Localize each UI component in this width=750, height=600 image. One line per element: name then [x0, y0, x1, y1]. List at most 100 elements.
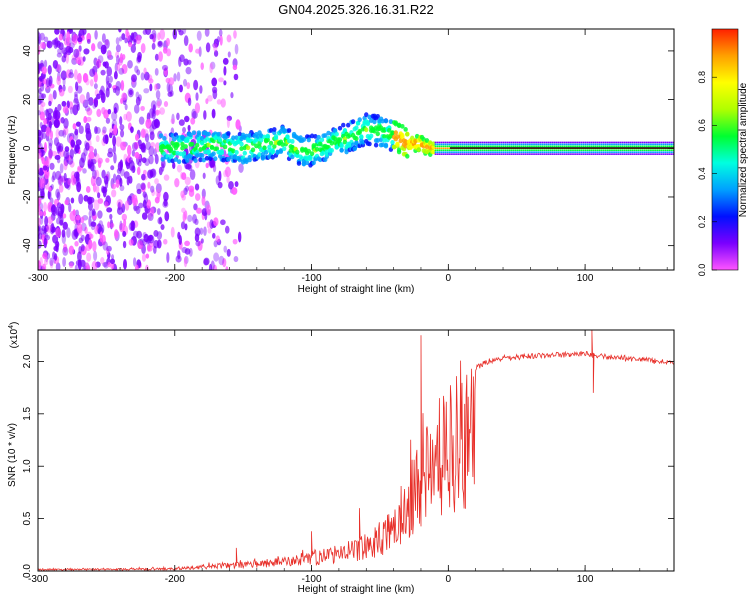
spectrogram-cell	[463, 143, 466, 146]
spectrogram-cell	[631, 141, 634, 144]
spectrogram-cell	[180, 190, 185, 198]
spectrogram-cell	[494, 141, 496, 144]
spectrogram-cell	[218, 29, 223, 37]
spectrogram-cell	[561, 141, 564, 144]
spectrogram-cell	[48, 120, 52, 129]
spectrogram-cell	[547, 149, 550, 152]
spectrogram-cell	[201, 208, 208, 216]
spectrogram-cell	[504, 141, 507, 144]
spectrogram-cell	[438, 143, 441, 146]
spectrogram-cell	[602, 143, 605, 146]
spectrogram-cell	[120, 80, 125, 92]
spectrogram-cell	[135, 96, 141, 106]
spectrogram-cell	[169, 90, 174, 97]
spectrogram-cell	[201, 195, 206, 206]
spectrogram-cell	[524, 153, 527, 155]
spectrogram-cell	[55, 262, 61, 270]
spectrogram-y-tick-label: -20	[22, 189, 33, 204]
spectrogram-cell	[367, 114, 372, 120]
spectrogram-cell	[75, 81, 79, 92]
spectrogram-cell	[512, 143, 515, 146]
spectrogram-cell	[541, 141, 544, 144]
spectrogram-cell	[52, 110, 58, 120]
spectrogram-cell	[467, 151, 470, 153]
spectrogram-cell	[160, 224, 165, 230]
spectrogram-cell	[198, 157, 203, 163]
spectrogram-cell	[654, 141, 656, 144]
spectrogram-cell	[231, 187, 238, 195]
spectrogram-cell	[200, 62, 204, 71]
spectrogram-cell	[582, 153, 585, 155]
spectrogram-cell	[465, 143, 468, 146]
spectrogram-cell	[596, 153, 599, 155]
spectrogram-cell	[185, 66, 192, 75]
spectrogram-cell	[175, 143, 180, 148]
spectrogram-cell	[40, 42, 47, 49]
spectrogram-cell	[54, 154, 61, 160]
spectrogram-cell	[549, 149, 552, 152]
spectrogram-cell	[650, 143, 652, 146]
spectrogram-cell	[239, 146, 244, 152]
spectrogram-cell	[436, 153, 439, 155]
spectrogram-cell	[83, 48, 90, 55]
spectrogram-cell	[80, 152, 86, 163]
spectrogram-cell	[286, 128, 292, 133]
spectrogram-cell	[86, 116, 92, 122]
spectrogram-cell	[172, 162, 176, 170]
spectrogram-cell	[637, 151, 640, 153]
spectrogram-cell	[650, 151, 652, 153]
spectrogram-cell	[78, 125, 84, 134]
spectrogram-cell	[557, 153, 560, 155]
spectrogram-cell	[449, 141, 451, 144]
spectrogram-cell	[611, 151, 613, 153]
spectrogram-cell	[183, 256, 188, 268]
spectrogram-cell	[113, 71, 118, 80]
spectrogram-x-tick-label: -200	[165, 273, 185, 284]
spectrogram-cell	[141, 253, 147, 262]
spectrogram-cell	[487, 153, 490, 155]
spectrogram-cell	[281, 146, 287, 152]
spectrogram-cell	[160, 159, 166, 169]
spectrogram-cell	[132, 257, 137, 267]
spectrogram-cell	[565, 141, 568, 144]
spectrogram-cell	[400, 123, 405, 129]
spectrogram-cell	[609, 141, 611, 144]
spectrogram-cell	[131, 194, 138, 204]
spectrogram-cell	[518, 153, 521, 155]
spectrogram-cell	[641, 151, 644, 153]
spectrogram-cell	[304, 160, 310, 166]
spectrogram-cell	[203, 258, 209, 266]
spectrogram-cell	[111, 254, 115, 260]
spectrogram-cell	[151, 42, 156, 50]
spectrogram-cell	[520, 151, 523, 153]
spectrogram-cell	[658, 153, 661, 155]
spectrogram-cell	[514, 143, 517, 146]
spectrogram-cell	[654, 145, 656, 148]
spectrogram-cell	[461, 149, 464, 152]
spectrogram-cell	[588, 151, 591, 153]
spectrogram-cell	[582, 149, 585, 152]
spectrogram-cell	[57, 103, 62, 111]
spectrogram-cell	[662, 143, 665, 146]
spectrogram-cell	[226, 117, 230, 129]
spectrogram-cell	[446, 143, 449, 146]
spectrogram-cell	[372, 119, 377, 125]
spectrogram-cell	[539, 153, 542, 155]
spectrogram-cell	[76, 222, 83, 234]
spectrogram-cell	[625, 153, 628, 155]
spectrogram-cell	[623, 141, 626, 144]
spectrogram-cell	[105, 157, 110, 163]
spectrogram-cell	[641, 153, 644, 155]
spectrogram-cell	[496, 149, 498, 152]
spectrogram-cell	[231, 135, 236, 141]
spectrogram-cell	[39, 32, 45, 41]
spectrogram-cell	[124, 103, 128, 111]
spectrogram-cell	[574, 151, 576, 153]
spectrogram-cell	[139, 238, 145, 246]
spectrogram-cell	[446, 151, 449, 153]
spectrogram-cell	[373, 142, 379, 148]
snr-x-label: Height of straight line (km)	[298, 584, 415, 595]
spectrogram-cell	[490, 151, 492, 153]
spectrogram-cell	[459, 149, 462, 152]
